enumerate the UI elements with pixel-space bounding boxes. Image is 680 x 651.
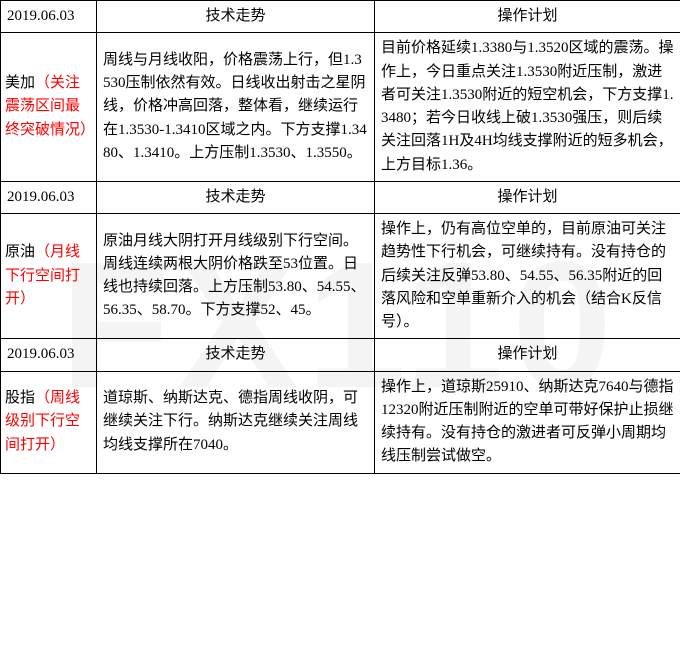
instrument-label-cell: 股指（周线级别下行空间打开）	[1, 371, 97, 473]
plan-cell: 目前价格延续1.3380与1.3520区域的震荡。操作上，今日重点关注1.353…	[375, 33, 680, 182]
plan-cell: 操作上，仍有高位空单的，目前原油可关注趋势性下行机会，可继续持有。没有持仓的后续…	[375, 214, 680, 339]
date-cell: 2019.06.03	[1, 1, 97, 33]
date-cell: 2019.06.03	[1, 339, 97, 371]
section-header-row: 2019.06.03 技术走势 操作计划	[1, 181, 680, 213]
section-body-row: 股指（周线级别下行空间打开） 道琼斯、纳斯达克、德指周线收阴，可继续关注下行。纳…	[1, 371, 680, 473]
instrument-label-cell: 原油（月线下行空间打开）	[1, 214, 97, 339]
section-header-row: 2019.06.03 技术走势 操作计划	[1, 339, 680, 371]
analysis-table: 2019.06.03 技术走势 操作计划 美加（关注震荡区间最终突破情况） 周线…	[0, 0, 680, 474]
instrument-label-cell: 美加（关注震荡区间最终突破情况）	[1, 33, 97, 182]
section-header-row: 2019.06.03 技术走势 操作计划	[1, 1, 680, 33]
col-header-plan: 操作计划	[375, 1, 680, 33]
section-body-row: 美加（关注震荡区间最终突破情况） 周线与月线收阳，价格震荡上行，但1.3530压…	[1, 33, 680, 182]
date-cell: 2019.06.03	[1, 181, 97, 213]
tech-cell: 周线与月线收阳，价格震荡上行，但1.3530压制依然有效。日线收出射击之星阴线，…	[97, 33, 375, 182]
col-header-plan: 操作计划	[375, 181, 680, 213]
instrument-name: 原油	[5, 244, 35, 260]
instrument-name: 美加	[5, 75, 35, 91]
tech-cell: 原油月线大阴打开月线级别下行空间。周线连续两根大阴价格跌至53位置。日线也持续回…	[97, 214, 375, 339]
col-header-plan: 操作计划	[375, 339, 680, 371]
tech-cell: 道琼斯、纳斯达克、德指周线收阴，可继续关注下行。纳斯达克继续关注周线均线支撑所在…	[97, 371, 375, 473]
col-header-tech: 技术走势	[97, 1, 375, 33]
instrument-name: 股指	[5, 390, 35, 406]
col-header-tech: 技术走势	[97, 181, 375, 213]
plan-cell: 操作上，道琼斯25910、纳斯达克7640与德指12320附近压制附近的空单可带…	[375, 371, 680, 473]
section-body-row: 原油（月线下行空间打开） 原油月线大阴打开月线级别下行空间。周线连续两根大阴价格…	[1, 214, 680, 339]
col-header-tech: 技术走势	[97, 339, 375, 371]
